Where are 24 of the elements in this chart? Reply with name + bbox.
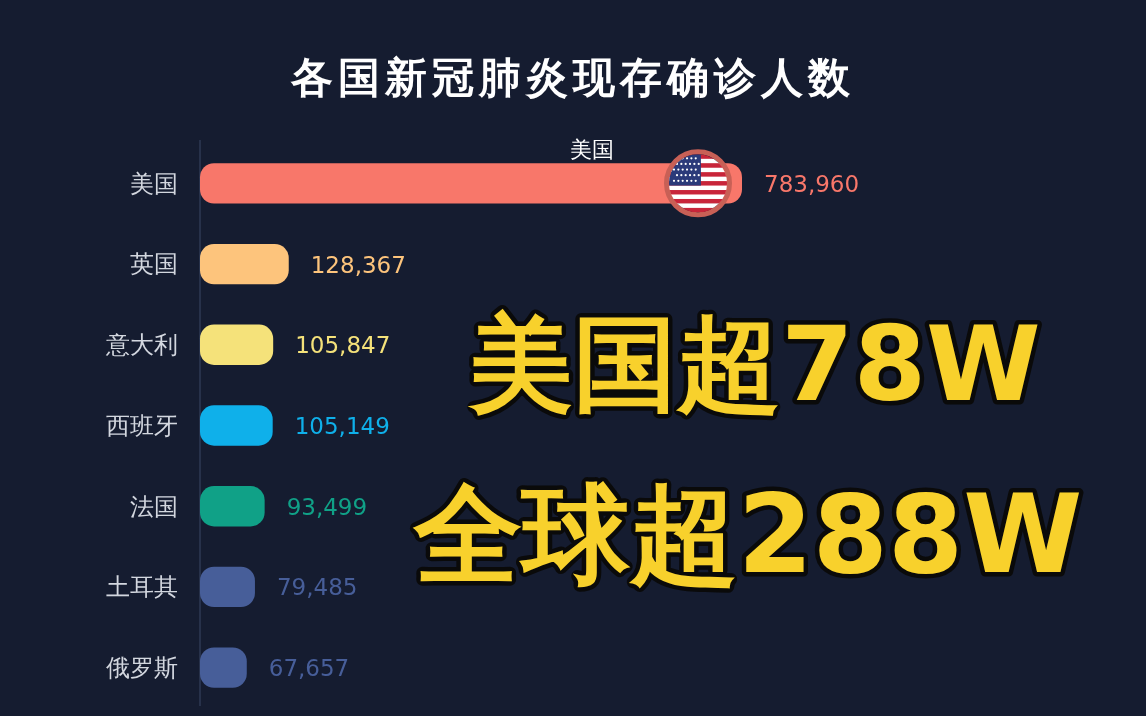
y-tick-label: 意大利 <box>105 331 178 360</box>
y-tick-label: 英国 <box>130 250 178 279</box>
y-tick-label: 西班牙 <box>106 411 178 440</box>
y-tick-label: 美国 <box>130 169 178 198</box>
bar <box>200 566 255 608</box>
data-label: 105,847 <box>295 332 391 359</box>
data-label: 67,657 <box>268 655 350 682</box>
y-tick-label: 土耳其 <box>106 573 178 602</box>
chart-title: 各国新冠肺炎现存确诊人数 <box>290 53 855 102</box>
bar <box>200 647 247 688</box>
bar <box>200 324 274 365</box>
data-label: 105,149 <box>294 413 390 440</box>
bar <box>200 486 265 527</box>
bar <box>200 243 289 285</box>
data-label: 783,960 <box>764 170 860 197</box>
data-label: 128,367 <box>310 251 406 278</box>
annotation: 全球超288W <box>411 472 1083 597</box>
y-tick-label: 法国 <box>130 492 178 521</box>
bar <box>200 405 273 446</box>
y-tick-label: 俄罗斯 <box>106 654 178 683</box>
annotation: 美国超78W <box>467 303 1041 425</box>
annotation: 美国 <box>570 137 614 163</box>
data-label: 93,499 <box>286 493 368 520</box>
data-label: 79,485 <box>276 574 358 601</box>
